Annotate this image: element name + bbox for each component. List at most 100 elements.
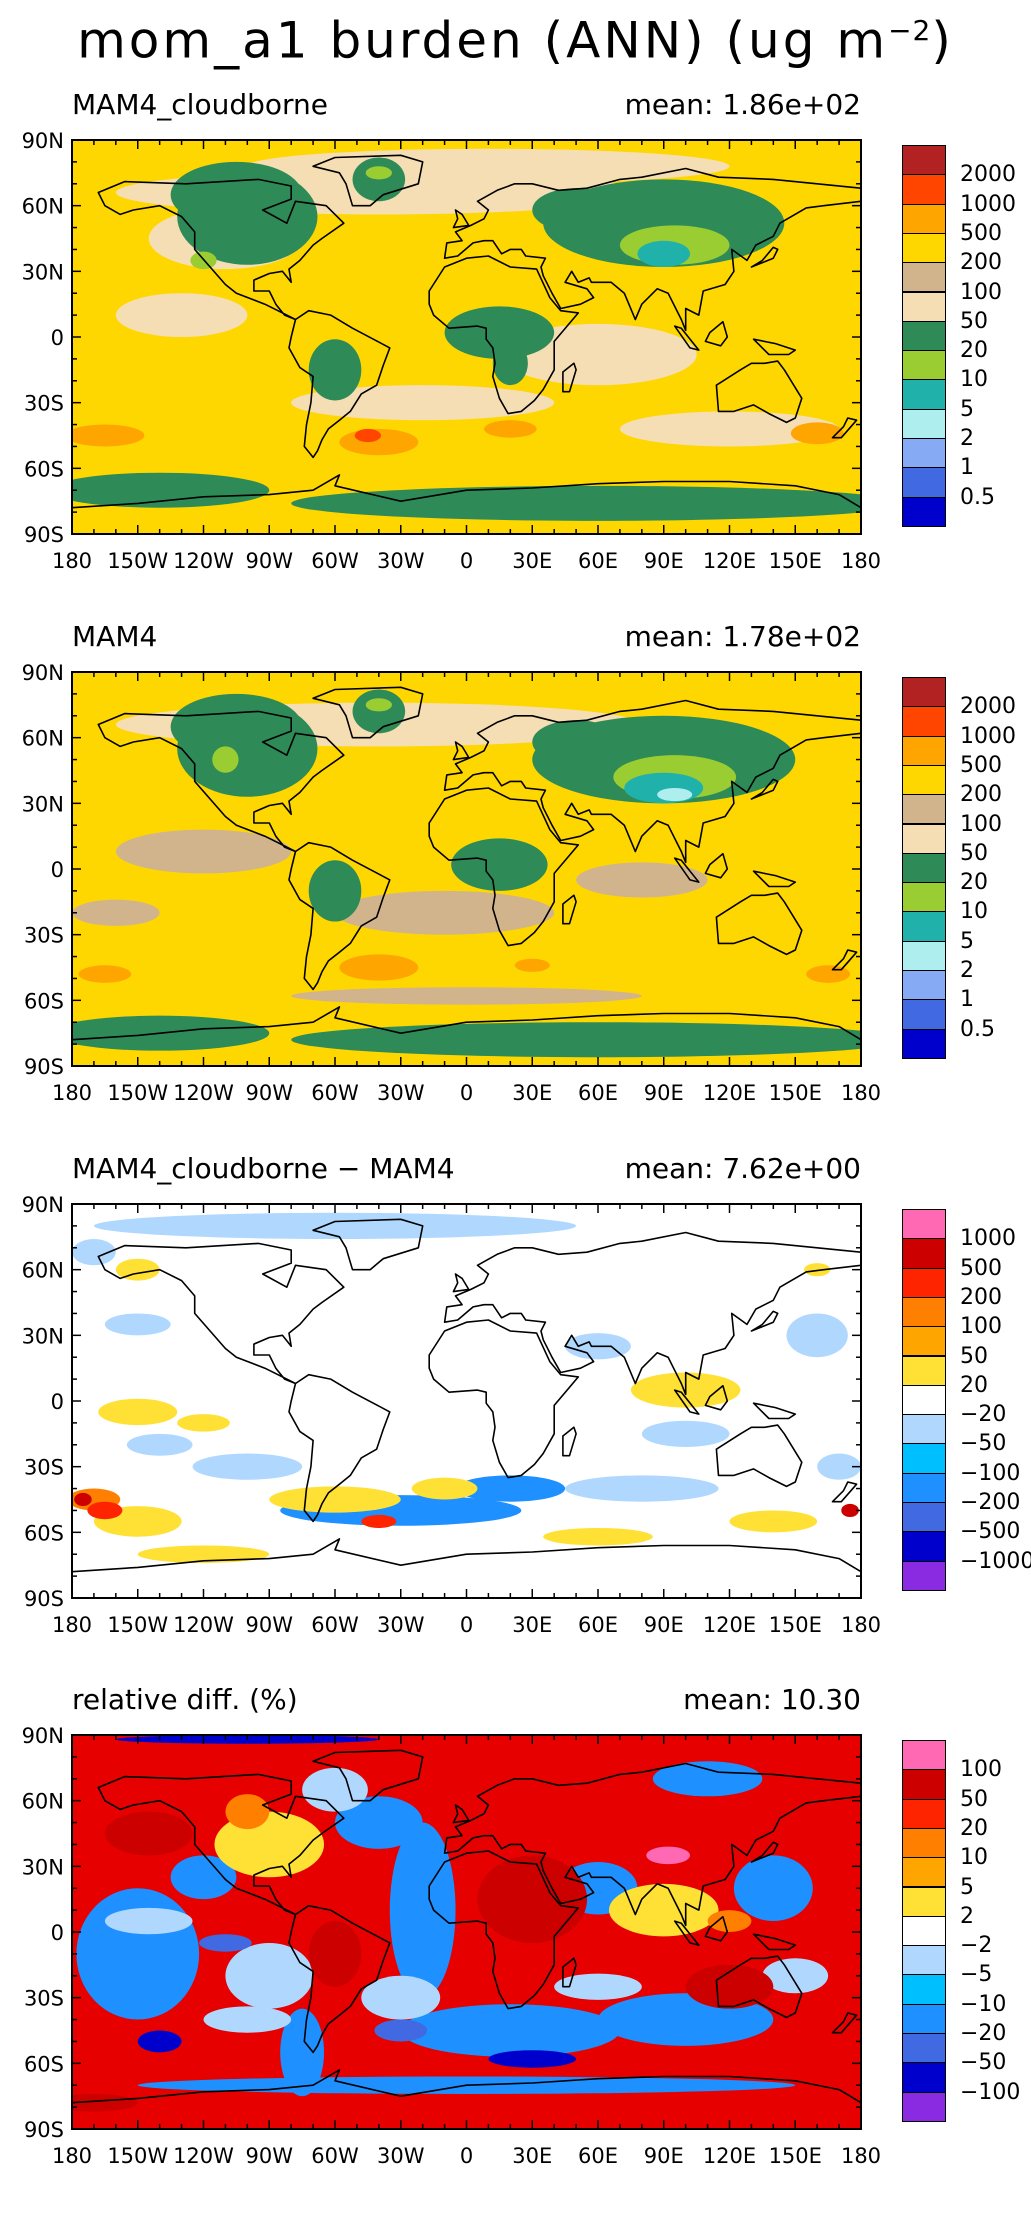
contour-region	[685, 1964, 774, 2009]
panel-left-title: MAM4_cloudborne − MAM4	[72, 1152, 455, 1185]
lat-tick-label: 90N	[22, 1724, 64, 1748]
lon-tick-label: 120E	[703, 2144, 756, 2168]
lon-tick-label: 30E	[512, 2144, 552, 2168]
contour-region	[444, 306, 555, 359]
contour-region	[137, 1545, 270, 1563]
lon-tick-label: 90W	[246, 2144, 294, 2168]
contour-region	[492, 341, 528, 386]
contour-region	[291, 385, 555, 421]
legend-label: 20	[960, 1815, 988, 1841]
legend-swatch	[902, 203, 946, 234]
legend-swatch	[902, 1296, 946, 1328]
contour-region	[269, 1486, 401, 1513]
legend-swatch	[902, 291, 946, 322]
lat-tick-label: 90N	[22, 661, 64, 685]
legend-swatch	[902, 1326, 946, 1357]
legend-label: −50	[960, 1431, 1007, 1457]
lon-tick-label: 0	[460, 549, 473, 573]
legend-swatch	[902, 1267, 946, 1298]
legend-swatch	[902, 970, 946, 1001]
contour-region	[225, 1794, 270, 1830]
contour-region	[72, 899, 160, 926]
lon-tick-label: 60E	[578, 1613, 618, 1637]
contour-region	[729, 1510, 818, 1533]
coastlines	[72, 154, 861, 534]
coastline-eurasia	[443, 167, 861, 332]
contour-region	[790, 422, 844, 445]
coastline-madagascar	[562, 362, 577, 393]
coastline-north-america	[97, 710, 345, 853]
legend-label: 1	[960, 987, 974, 1013]
coastline-africa	[428, 255, 580, 415]
lat-tick-label: 90S	[24, 523, 64, 547]
legend-label: 2000	[960, 694, 1016, 720]
coastline-japan	[750, 778, 779, 800]
contour-region	[335, 890, 555, 935]
legend-label: 2000	[960, 162, 1016, 188]
contour-region	[104, 1907, 193, 1935]
contour-region	[352, 689, 406, 734]
legend-label: 100	[960, 279, 1002, 305]
coastline-new-guinea	[752, 1933, 797, 1951]
panel-left-title: MAM4_cloudborne	[72, 88, 329, 121]
legend-swatch	[902, 496, 946, 527]
coastline-uk	[452, 1804, 470, 1824]
contour-region	[87, 1501, 123, 1520]
coastline-north-america	[97, 178, 345, 321]
coastline-new-zealand	[831, 1481, 858, 1503]
legend-swatch	[902, 1209, 946, 1240]
legend-swatch	[902, 1740, 946, 1771]
legend-swatch	[902, 438, 946, 469]
contour-region	[374, 2019, 428, 2042]
axis-ticks	[71, 139, 862, 535]
figure-title: mom_a1 burden (ANN) (ug m−2)	[0, 0, 1031, 72]
lat-tick-label: 30N	[22, 1324, 64, 1348]
legend-swatch	[902, 1531, 946, 1562]
lat-tick-label: 60S	[24, 457, 64, 481]
contour-region	[291, 1022, 861, 1058]
coastline-japan	[750, 1841, 779, 1863]
contour-region	[339, 954, 419, 981]
lon-tick-label: 120E	[703, 1081, 756, 1105]
lon-tick-label: 150E	[769, 2144, 822, 2168]
lon-tick-label: 0	[460, 2144, 473, 2168]
lon-tick-label: 90E	[644, 1081, 684, 1105]
lon-tick-label: 120W	[173, 1613, 234, 1637]
lon-tick-label: 120W	[173, 2144, 234, 2168]
coastline-greenland	[312, 154, 424, 207]
coastline-south-america	[288, 309, 391, 459]
contour-region	[76, 1888, 200, 2020]
lon-tick-label: 120W	[173, 1081, 234, 1105]
contour-region	[72, 472, 270, 508]
contour-region	[361, 1975, 441, 2020]
contour-region	[137, 2030, 182, 2053]
coastline-borneo	[704, 852, 729, 879]
legend-swatch	[902, 2003, 946, 2034]
coastline-south-america	[288, 1904, 391, 2054]
contour-region	[192, 1453, 303, 1480]
legend-label: −1000	[960, 1548, 1031, 1574]
legend-swatch	[902, 1414, 946, 1445]
legend-label: 2	[960, 426, 974, 451]
contour-region	[804, 1263, 831, 1277]
legend-swatch	[902, 1384, 946, 1416]
legend-swatch	[902, 735, 946, 766]
lat-tick-label: 30N	[22, 1855, 64, 1879]
panel-left-title: MAM4	[72, 620, 158, 653]
legend-swatch	[902, 1472, 946, 1503]
lon-tick-label: 180	[52, 1613, 92, 1637]
contour-region	[72, 1239, 116, 1266]
legend-label: 1000	[960, 191, 1016, 217]
coastline-sumatra	[673, 325, 700, 351]
contour-region	[199, 1934, 252, 1952]
legend-label: 5	[960, 1874, 974, 1900]
lon-tick-label: 150E	[769, 1613, 822, 1637]
contour-region	[477, 1855, 588, 1943]
coastline-eurasia	[443, 699, 861, 864]
legend-label: 20	[960, 338, 988, 364]
legend-label: 10	[960, 899, 988, 925]
contour-region	[554, 1973, 642, 2000]
title-text: mom_a1 burden (ANN) (ug m	[77, 11, 889, 70]
contour-region	[203, 2006, 292, 2033]
